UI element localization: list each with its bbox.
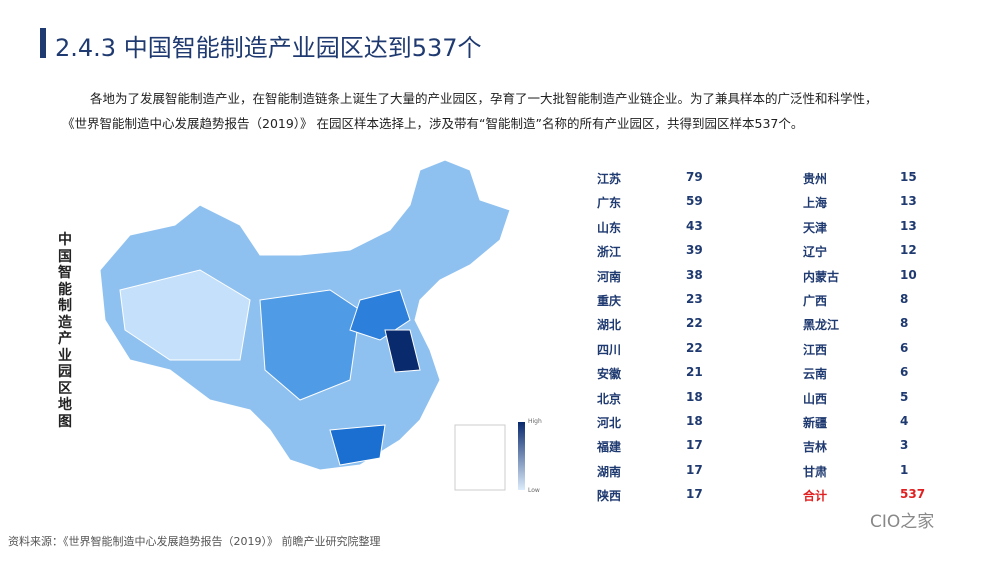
- table-cell: 安徽: [597, 367, 622, 382]
- table-cell: 辽宁: [803, 245, 828, 260]
- title-bar: [40, 28, 46, 58]
- table-cell: 内蒙古: [803, 269, 840, 284]
- table-cell: 湖南: [597, 464, 622, 479]
- table-cell: 合计: [803, 489, 828, 504]
- inset-box: [454, 424, 506, 491]
- table-cell: 吉林: [803, 440, 828, 455]
- table-cell: 广西: [803, 294, 828, 308]
- table-cell: 云南: [803, 367, 828, 382]
- table-cell: 河北: [597, 416, 622, 430]
- table-cell: 湖北: [597, 318, 622, 333]
- table-cell: 5: [900, 389, 909, 404]
- table-cell: 15: [900, 170, 917, 184]
- legend-low: Low: [528, 487, 540, 494]
- table-cell: 6: [900, 340, 909, 355]
- table-cell: 43: [686, 218, 703, 233]
- table-cell: 河南: [597, 269, 622, 284]
- table-cell: 广东: [597, 196, 622, 211]
- table-cell: 10: [900, 267, 917, 282]
- legend-high: High: [528, 418, 542, 425]
- table-cell: 6: [900, 365, 909, 380]
- table-cell: 12: [900, 243, 917, 258]
- table-cell: 39: [686, 243, 703, 258]
- table-cell: 重庆: [597, 294, 622, 308]
- table-cell: 17: [686, 487, 703, 502]
- table-cell: 福建: [597, 440, 622, 455]
- table-cell: 17: [686, 438, 703, 453]
- table-cell: 13: [900, 218, 917, 233]
- table-cell: 23: [686, 292, 703, 306]
- table-cell: 浙江: [597, 245, 622, 260]
- map-region: [119, 269, 251, 361]
- table-cell: 537: [900, 487, 926, 502]
- table-cell: 4: [900, 414, 909, 428]
- map-region: [384, 329, 421, 373]
- table-cell: 陕西: [597, 489, 622, 504]
- table-cell: 1: [900, 462, 909, 477]
- map-label: 中国智能制造产业园区地图: [58, 232, 72, 430]
- table-cell: 北京: [597, 391, 622, 406]
- table-cell: 甘肃: [803, 464, 828, 479]
- table-cell: 3: [900, 438, 909, 453]
- table-cell: 21: [686, 365, 703, 380]
- table-cell: 黑龙江: [803, 318, 840, 333]
- table-cell: 8: [900, 292, 909, 306]
- paragraph-line: 《世界智能制造中心发展趋势报告（2019）》 在园区样本选择上，涉及带有“智能制…: [62, 116, 804, 131]
- table-cell: 新疆: [803, 416, 828, 430]
- table-cell: 18: [686, 414, 703, 428]
- table-cell: 13: [900, 194, 917, 209]
- table-cell: 18: [686, 389, 703, 404]
- table-cell: 贵州: [803, 172, 828, 186]
- table-cell: 江西: [803, 342, 828, 357]
- table-cell: 四川: [597, 342, 622, 357]
- table-cell: 22: [686, 340, 703, 355]
- table-cell: 79: [686, 170, 703, 184]
- table-cell: 山东: [597, 220, 622, 235]
- table-cell: 上海: [803, 196, 828, 211]
- table-cell: 59: [686, 194, 703, 209]
- table-cell: 江苏: [597, 172, 622, 186]
- map-region: [259, 289, 361, 401]
- table-cell: 天津: [803, 220, 828, 235]
- table-cell: 8: [900, 316, 909, 331]
- paragraph-line: 各地为了发展智能制造产业，在智能制造链条上诞生了大量的产业园区，孕育了一大批智能…: [90, 91, 878, 106]
- title: 2.4.3 中国智能制造产业园区达到537个: [55, 34, 482, 62]
- map-region: [329, 424, 386, 466]
- watermark: CIO之家: [870, 512, 935, 532]
- table-cell: 22: [686, 316, 703, 331]
- source: 资料来源：《世界智能制造中心发展趋势报告（2019）》 前瞻产业研究院整理: [8, 535, 381, 548]
- table-cell: 38: [686, 267, 703, 282]
- legend-gradient: [518, 422, 525, 490]
- table-cell: 17: [686, 462, 703, 477]
- table-cell: 山西: [803, 391, 828, 406]
